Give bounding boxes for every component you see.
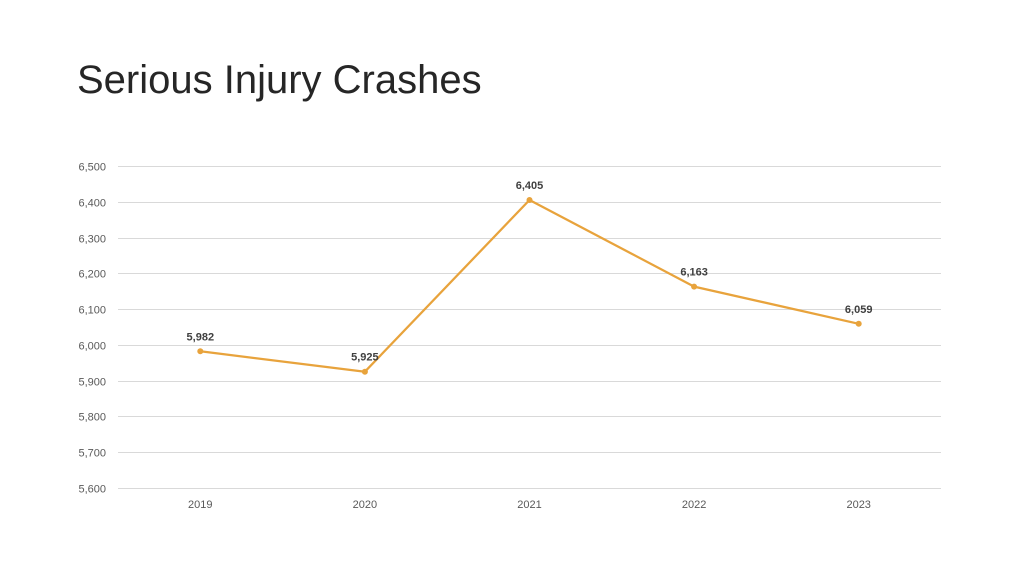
y-tick-label: 6,400	[78, 198, 106, 210]
y-tick-label: 6,200	[78, 269, 106, 281]
data-label: 6,163	[680, 267, 708, 279]
data-label: 5,925	[351, 352, 379, 364]
y-tick-label: 5,600	[78, 484, 106, 496]
y-tick-label: 5,700	[78, 448, 106, 460]
y-tick-label: 6,300	[78, 234, 106, 246]
y-axis-tick-labels: 5,600 5,700 5,800 5,900 6,000 6,100 6,200 6,300…	[78, 162, 106, 496]
data-point-marker	[691, 283, 698, 290]
data-label: 6,059	[845, 304, 873, 316]
data-label-layer: 5,982 5,925 6,405 6,163 6,059	[187, 180, 873, 364]
x-axis-tick-labels: 2019 2020 2021 2022 2023	[188, 499, 871, 511]
data-label: 6,405	[516, 180, 544, 192]
data-label: 5,982	[187, 331, 215, 343]
y-tick-label: 6,500	[78, 162, 106, 174]
y-tick-label: 6,000	[78, 341, 106, 353]
x-tick-label: 2019	[188, 499, 212, 511]
slide-title: Serious Injury Crashes	[77, 58, 482, 102]
x-tick-label: 2021	[517, 499, 541, 511]
y-tick-label: 5,800	[78, 412, 106, 424]
data-point-marker	[855, 320, 862, 327]
data-point-marker	[526, 197, 533, 203]
x-tick-label: 2023	[846, 499, 870, 511]
data-point-marker	[361, 368, 368, 375]
x-tick-label: 2020	[353, 499, 377, 511]
x-tick-label: 2022	[682, 499, 706, 511]
gridlines	[118, 166, 941, 489]
y-tick-label: 5,900	[78, 377, 106, 389]
y-tick-label: 6,100	[78, 305, 106, 317]
data-point-marker	[197, 348, 204, 355]
marker-layer	[197, 197, 862, 375]
